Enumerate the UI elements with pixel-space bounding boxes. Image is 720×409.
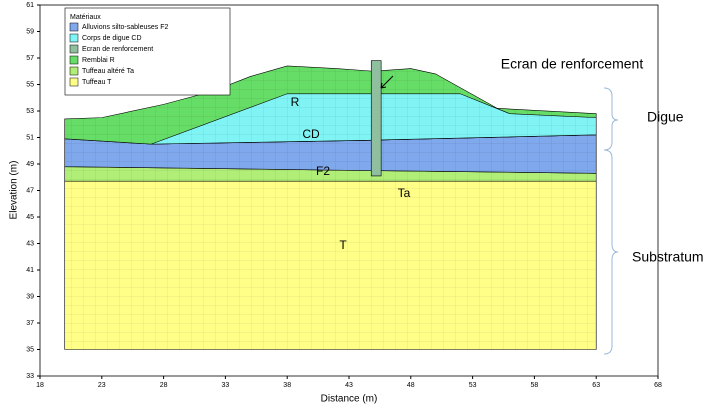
layer <box>370 60 382 177</box>
legend-swatch <box>69 44 79 54</box>
y-tick-label: 47 <box>26 187 34 194</box>
x-tick-label: 33 <box>222 382 230 389</box>
mesh <box>64 134 597 174</box>
brace <box>603 87 619 151</box>
layers <box>64 60 597 350</box>
x-axis-label: Distance (m) <box>321 394 378 404</box>
x-tick-label: 38 <box>283 382 291 389</box>
y-tick-label: 57 <box>26 55 34 62</box>
legend-box <box>64 7 231 96</box>
legend-swatch <box>69 22 79 32</box>
y-tick-label: 49 <box>26 161 34 168</box>
legend-title: Matériaux <box>70 14 101 21</box>
x-tick-label: 58 <box>531 382 539 389</box>
y-tick-label: 39 <box>26 293 34 300</box>
y-tick-label: 51 <box>26 134 34 141</box>
legend-swatch <box>69 77 79 87</box>
legend-label: Corps de digue CD <box>82 35 142 42</box>
layer-label: CD <box>302 127 320 141</box>
y-tick-label: 37 <box>26 320 34 327</box>
legend-swatch <box>69 33 79 43</box>
legend-label: Tuffeau T <box>82 79 112 86</box>
x-tick-label: 68 <box>654 382 662 389</box>
brace <box>603 149 619 355</box>
legend-label: Tuffeau altéré Ta <box>82 68 134 75</box>
y-tick-label: 45 <box>26 214 34 221</box>
zone-label: Digue <box>647 109 684 125</box>
ticks: 18 23 28 33 38 43 48 53 58 63 68 33 35 37 39 41 43 45 47 49… <box>26 2 662 389</box>
layer-label: T <box>339 238 347 252</box>
x-tick-label: 28 <box>160 382 168 389</box>
legend-swatch <box>69 66 79 76</box>
x-tick-label: 43 <box>345 382 353 389</box>
y-tick-label: 53 <box>26 108 34 115</box>
y-tick-label: 43 <box>26 240 34 247</box>
y-tick-label: 35 <box>26 346 34 353</box>
legend-swatch <box>69 55 79 65</box>
y-tick-label: 41 <box>26 267 34 274</box>
zone-label: Substratum <box>632 249 704 265</box>
mesh <box>64 181 597 350</box>
x-tick-label: 63 <box>592 382 600 389</box>
arrow <box>380 75 394 89</box>
y-tick-label: 33 <box>26 373 34 380</box>
legend-label: Ecran de renforcement <box>82 46 153 53</box>
y-tick-label: 61 <box>26 2 34 9</box>
y-tick-label: 59 <box>26 28 34 35</box>
layer-label: Ta <box>398 186 411 200</box>
legend-label: Remblai R <box>82 57 115 64</box>
layer-label: R <box>291 95 300 109</box>
screen-label: Ecran de renforcement <box>501 56 644 72</box>
legend-label: Alluvions silto-sableuses F2 <box>82 24 168 31</box>
x-tick-label: 23 <box>98 382 106 389</box>
x-tick-label: 53 <box>469 382 477 389</box>
layer-label: F2 <box>316 164 330 178</box>
x-tick-label: 48 <box>407 382 415 389</box>
y-axis-label: Elevation (m) <box>9 161 20 220</box>
y-tick-label: 55 <box>26 81 34 88</box>
x-tick-label: 18 <box>36 382 44 389</box>
legend: Matériaux Alluvions silto-sableuses F2 Co… <box>64 7 231 96</box>
mesh <box>64 166 597 182</box>
